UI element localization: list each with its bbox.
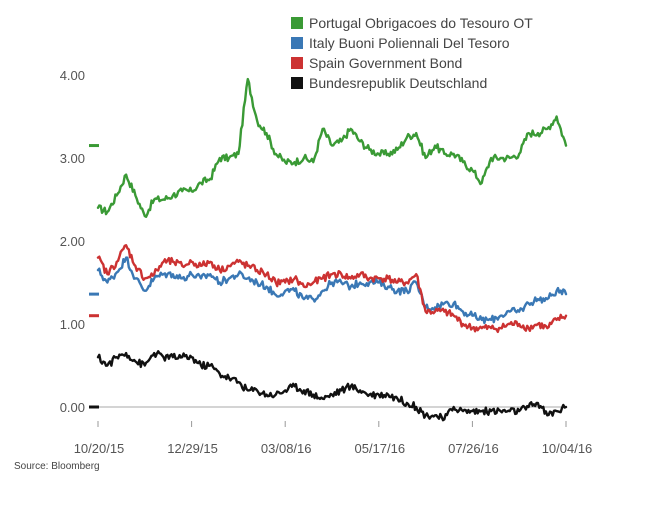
series-line-1 <box>96 256 568 325</box>
x-tick-label: 12/29/15 <box>167 441 218 456</box>
y-tick-label: 3.00 <box>60 151 85 166</box>
last-value-marker-layer <box>89 144 99 409</box>
legend-swatch-2 <box>291 57 303 69</box>
x-tick-label: 10/20/15 <box>74 441 125 456</box>
x-tick-label: 07/26/16 <box>448 441 499 456</box>
series-line-0 <box>96 77 568 219</box>
series-layer <box>96 77 568 422</box>
y-tick-label: 0.00 <box>60 400 85 415</box>
x-tick-label: 03/08/16 <box>261 441 312 456</box>
x-tick-label: 10/04/16 <box>542 441 593 456</box>
legend-swatch-3 <box>291 77 303 89</box>
legend-label-3: Bundesrepublik Deutschland <box>309 75 487 91</box>
source-note: Source: Bloomberg <box>14 461 100 472</box>
legend-label-1: Italy Buoni Poliennali Del Tesoro <box>309 35 510 51</box>
series-line-3 <box>96 350 568 422</box>
legend-label-2: Spain Government Bond <box>309 55 462 71</box>
y-tick-label: 4.00 <box>60 68 85 83</box>
y-tick-label: 2.00 <box>60 234 85 249</box>
x-tick-label: 05/17/16 <box>354 441 405 456</box>
series-line-2 <box>96 243 568 334</box>
axis-layer: 0.00 1.00 2.00 3.00 4.00 10/20/15 12/29/15 03/0… <box>60 68 593 456</box>
y-tick-label: 1.00 <box>60 317 85 332</box>
legend: Portugal Obrigacoes do Tesouro OT Italy B… <box>291 15 533 91</box>
legend-swatch-0 <box>291 17 303 29</box>
legend-swatch-1 <box>291 37 303 49</box>
legend-label-0: Portugal Obrigacoes do Tesouro OT <box>309 15 533 31</box>
